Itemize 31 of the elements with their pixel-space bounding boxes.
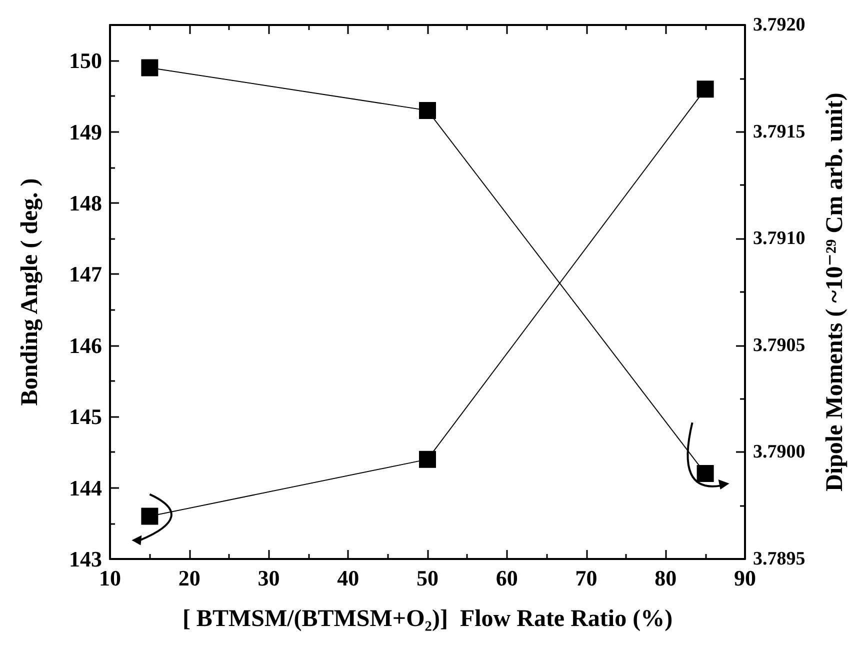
point	[141, 59, 158, 76]
y2-tick-label: 3.7915	[753, 121, 806, 142]
y2-tick-label: 3.7895	[753, 548, 806, 570]
point	[696, 465, 714, 482]
y-tick-label: 145	[69, 404, 102, 430]
y-tick-label: 146	[69, 332, 102, 358]
x-axis-title: [ BTMSM/(BTMSM+O₂)] Flow Rate Ratio (%)	[182, 606, 673, 632]
y-tick-label: 147	[69, 262, 102, 287]
x-tick-label: 40	[337, 566, 360, 590]
y-tick-label: 148	[69, 190, 102, 216]
y2-tick-label: 3.7910	[753, 228, 806, 250]
x-tick-label: 60	[496, 566, 518, 590]
point	[419, 450, 436, 468]
point	[419, 102, 436, 119]
x-tick-label: 50	[416, 566, 438, 590]
x-tick-label: 90	[734, 566, 756, 590]
y-tick-label: 150	[69, 48, 102, 74]
y2-tick-label: 3.7900	[753, 442, 806, 463]
y2-axis-title: Dipole Moments ( ~10⁻²⁹ Cm arb. unit)	[822, 92, 848, 492]
x-tick-label: 80	[654, 566, 677, 590]
y-tick-label: 143	[69, 546, 102, 572]
point	[696, 80, 714, 98]
x-tick-label: 30	[258, 566, 280, 590]
y2-tick-label: 3.7905	[753, 334, 806, 356]
x-tick-label: 10	[99, 566, 121, 590]
x-tick-label: 20	[178, 566, 200, 590]
y-tick-label: 144	[69, 475, 102, 500]
y-tick-label: 149	[69, 119, 102, 144]
x-tick-label: 70	[575, 566, 598, 590]
y2-tick-label: 3.7920	[753, 14, 806, 36]
y-axis-title: Bonding Angle ( deg. )	[17, 178, 43, 406]
